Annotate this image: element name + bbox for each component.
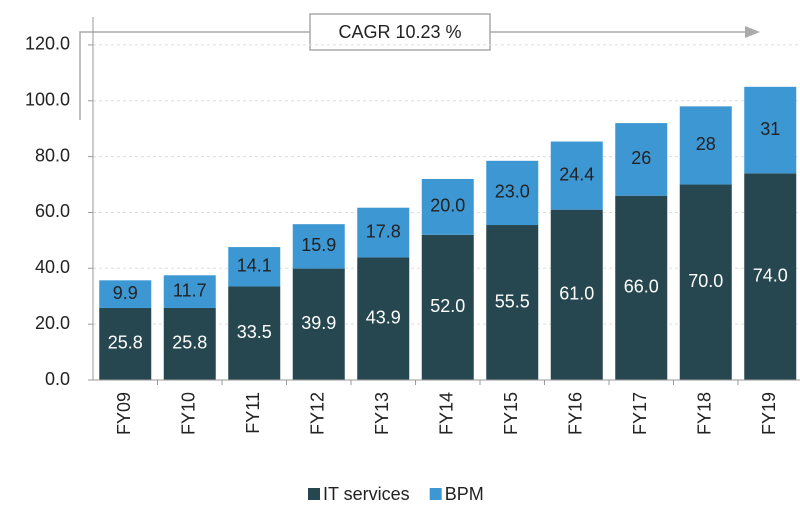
bar-segment	[357, 257, 410, 380]
value-label: 31	[760, 119, 780, 139]
value-label: 9.9	[113, 283, 138, 303]
bar-segment	[228, 286, 281, 380]
legend-label: BPM	[445, 484, 484, 504]
bar-segment	[744, 173, 797, 380]
x-tick-label: FY16	[566, 392, 586, 435]
y-tick-label: 60.0	[35, 201, 70, 221]
x-tick-label: FY09	[114, 392, 134, 435]
bar-segment	[421, 178, 474, 235]
value-label: 43.9	[366, 307, 401, 327]
bar-segment	[744, 86, 797, 174]
value-label: 66.0	[624, 277, 659, 297]
bar-segment	[292, 268, 345, 380]
x-tick-label: FY17	[630, 392, 650, 435]
bar-segment	[163, 307, 216, 380]
value-label: 28	[696, 134, 716, 154]
annotation: CAGR 10.23 %	[338, 22, 461, 42]
y-tick-label: 0.0	[45, 369, 70, 389]
y-tick-label: 120.0	[25, 34, 70, 54]
bar-segment	[679, 184, 732, 380]
value-label: 20.0	[430, 196, 465, 216]
x-tick-label: FY19	[759, 392, 779, 435]
x-tick-label: FY12	[308, 392, 328, 435]
bar-segment	[99, 307, 152, 380]
bar-segment	[550, 141, 603, 210]
bar-segment	[163, 275, 216, 308]
value-label: 70.0	[688, 271, 723, 291]
bar-segment	[421, 234, 474, 380]
value-label: 33.5	[237, 322, 272, 342]
legend-swatch	[308, 488, 320, 500]
bar-segment	[679, 106, 732, 185]
x-tick-label: FY13	[372, 392, 392, 435]
value-label: 52.0	[430, 296, 465, 316]
value-label: 24.4	[559, 164, 594, 184]
y-tick-label: 20.0	[35, 313, 70, 333]
y-tick-label: 100.0	[25, 90, 70, 110]
value-label: 39.9	[301, 313, 336, 333]
x-tick-label: FY14	[437, 392, 457, 435]
x-tick-label: FY15	[501, 392, 521, 435]
value-label: 14.1	[237, 256, 272, 276]
value-label: 26	[631, 148, 651, 168]
x-tick-label: FY11	[243, 392, 263, 434]
value-label: 23.0	[495, 182, 530, 202]
value-label: 74.0	[753, 265, 788, 285]
bar-segment	[550, 209, 603, 380]
x-tick-label: FY18	[695, 392, 715, 435]
bar-segment	[292, 224, 345, 269]
bar-segment	[486, 160, 539, 226]
value-label: 61.0	[559, 284, 594, 304]
bar-segment	[615, 123, 668, 196]
value-label: 55.5	[495, 291, 530, 311]
x-tick-label: FY10	[179, 392, 199, 435]
bar-segment	[486, 225, 539, 380]
legend-swatch	[429, 488, 442, 500]
y-tick-label: 40.0	[35, 257, 70, 277]
bar-segment	[357, 207, 410, 258]
value-label: 17.8	[366, 221, 401, 241]
bar-segment	[228, 247, 281, 287]
y-tick-label: 80.0	[35, 145, 70, 165]
value-label: 25.8	[108, 333, 143, 353]
value-label: 15.9	[301, 235, 336, 255]
cagr-box	[309, 13, 491, 51]
bar-segment	[99, 280, 152, 308]
cagr-arrow-head	[745, 26, 760, 38]
bar-segment	[615, 195, 668, 380]
value-label: 11.7	[173, 280, 207, 300]
cagr-bracket	[79, 31, 310, 120]
value-label: 25.8	[172, 333, 207, 353]
legend-label: IT services	[323, 484, 410, 504]
